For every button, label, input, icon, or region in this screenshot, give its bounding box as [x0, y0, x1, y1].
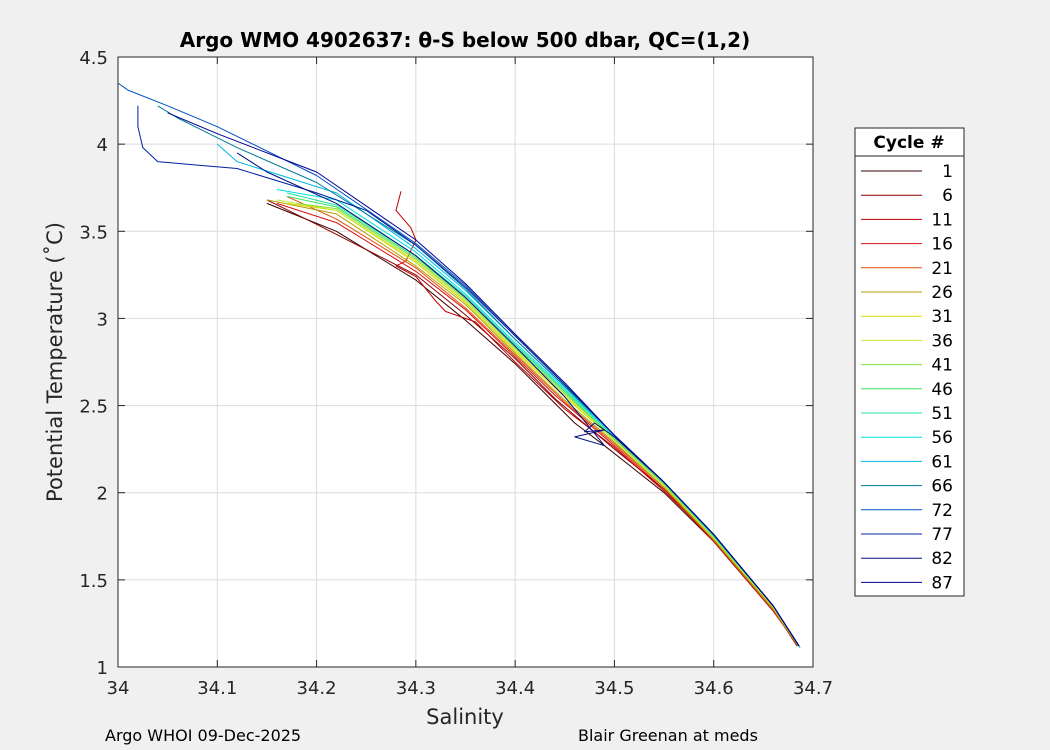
x-axis-label: Salinity: [426, 705, 504, 729]
y-tick-label: 1: [97, 658, 108, 679]
legend-entry: 1: [942, 162, 953, 182]
x-tick-label: 34.1: [197, 678, 237, 699]
legend-entry: 61: [931, 452, 953, 472]
legend-entry: 82: [931, 549, 953, 569]
legend-entry: 56: [931, 428, 953, 448]
legend-entry: 87: [931, 573, 953, 593]
legend-entry: 26: [931, 283, 953, 303]
legend-entry: 6: [942, 186, 953, 206]
y-tick-label: 3.5: [79, 222, 108, 243]
x-tick-label: 34.3: [396, 678, 436, 699]
x-tick-label: 34.4: [495, 678, 535, 699]
y-tick-label: 4.5: [79, 48, 108, 69]
y-tick-label: 2: [97, 484, 108, 505]
legend-box: [854, 127, 965, 597]
series-line-87: [167, 112, 800, 647]
chart-title: Argo WMO 4902637: θ-S below 500 dbar, QC…: [180, 28, 750, 52]
legend-entry: 41: [931, 356, 953, 376]
series-line-16: [276, 202, 797, 643]
legend-entry: 77: [931, 525, 953, 545]
y-tick-label: 1.5: [79, 571, 108, 592]
legend-entry: 31: [931, 307, 953, 327]
plot-frame: [117, 56, 814, 668]
legend: Cycle # 16111621263136414651566166727782…: [854, 127, 965, 597]
legend-entry: 36: [931, 331, 953, 351]
y-tick-label: 2.5: [79, 397, 108, 418]
x-tick-label: 34.7: [793, 678, 833, 699]
x-tick-label: 34.2: [297, 678, 337, 699]
series-line-36: [276, 199, 800, 647]
ticks: 34 34.1 34.2 34.3 34.4 34.5 34.6 34.7 1 1.5 2 2.5 3 3…: [79, 48, 833, 699]
y-tick-label: 3: [97, 309, 108, 330]
x-tick-label: 34.5: [594, 678, 634, 699]
legend-entry: 21: [931, 259, 953, 279]
legend-entry: 11: [931, 210, 953, 230]
x-tick-label: 34: [107, 678, 130, 699]
series-line-26: [266, 199, 799, 647]
legend-entry: 72: [931, 501, 953, 521]
legend-title: Cycle #: [873, 133, 944, 153]
legend-entry: 46: [931, 380, 953, 400]
y-tick-label: 4: [97, 135, 108, 156]
x-tick-label: 34.6: [694, 678, 734, 699]
footer-left: Argo WHOI 09-Dec-2025: [105, 726, 302, 745]
footer-right: Blair Greenan at meds: [578, 726, 758, 745]
legend-entry: 66: [931, 477, 953, 497]
legend-entry: 16: [931, 235, 953, 255]
y-axis-label: Potential Temperature (˚C): [43, 222, 67, 502]
legend-entry: 51: [931, 404, 953, 424]
series-lines: [117, 82, 801, 649]
